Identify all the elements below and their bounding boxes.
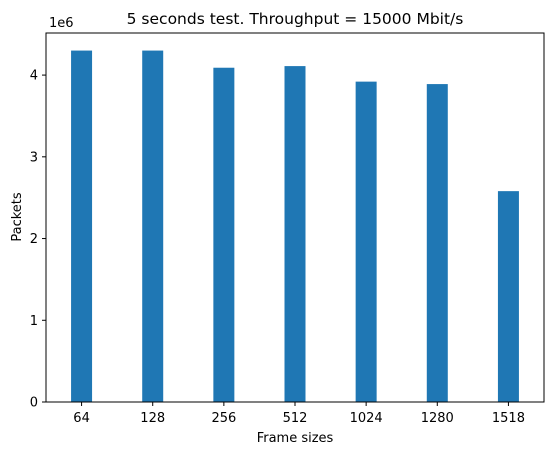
x-tick-label: 64	[73, 411, 90, 426]
plot-frame	[45, 32, 545, 403]
x-axis-label: Frame sizes	[257, 431, 334, 446]
y-ticks-group: 0 1 2 3 4	[30, 69, 46, 411]
y-tick-label: 4	[30, 69, 38, 84]
bar-1024	[355, 81, 377, 402]
bar-1280	[426, 84, 448, 402]
x-ticks-group: 64 128 256 512 1024 1280 1518	[73, 402, 525, 426]
bar-64	[71, 50, 93, 402]
bar-128	[142, 50, 164, 402]
y-axis-label: Packets	[10, 192, 25, 242]
chart-title: 5 seconds test. Throughput = 15000 Mbit/…	[127, 10, 464, 28]
x-tick-label: 1280	[421, 411, 454, 426]
y-tick-label: 2	[30, 232, 38, 247]
bar-256	[213, 67, 235, 402]
y-axis-offset-label: 1e6	[49, 16, 74, 31]
bar-1518	[497, 191, 519, 402]
bar-512	[284, 66, 306, 402]
x-tick-label: 256	[211, 411, 236, 426]
x-tick-label: 128	[140, 411, 165, 426]
x-tick-label: 512	[283, 411, 308, 426]
y-tick-label: 1	[30, 314, 38, 329]
y-tick-label: 0	[30, 396, 38, 411]
y-tick-label: 3	[30, 150, 38, 165]
x-tick-label: 1518	[492, 411, 525, 426]
x-tick-label: 1024	[350, 411, 383, 426]
bars-group	[71, 50, 519, 402]
